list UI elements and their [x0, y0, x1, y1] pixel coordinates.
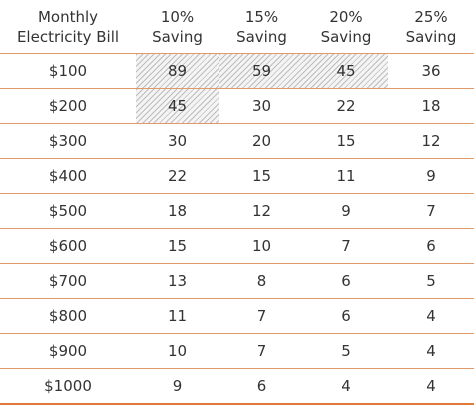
value-cell: 22 — [136, 158, 219, 194]
header-saving-25: 25% Saving — [388, 0, 474, 54]
value-cell: 13 — [136, 263, 219, 299]
table-row: $700 13 8 6 5 — [0, 263, 474, 299]
value-cell: 18 — [136, 193, 219, 229]
value-cell: 30 — [219, 88, 304, 124]
header-line: 10% — [160, 7, 195, 26]
header-line: 25% — [414, 7, 448, 26]
value-cell: 15 — [219, 158, 304, 194]
value-cell: 22 — [304, 88, 388, 124]
table-row: $100 89 59 45 36 — [0, 53, 474, 89]
value-cell: 6 — [304, 263, 388, 299]
header-line: Saving — [152, 27, 203, 46]
value-cell: 18 — [388, 88, 474, 124]
bill-cell: $500 — [0, 193, 136, 229]
table-row: $1000 9 6 4 4 — [0, 368, 474, 405]
value-cell: 45 — [304, 53, 388, 89]
bill-cell: $400 — [0, 158, 136, 194]
header-saving-15: 15% Saving — [219, 0, 304, 54]
bill-cell: $600 — [0, 228, 136, 264]
value-cell: 10 — [219, 228, 304, 264]
header-line: Electricity Bill — [16, 27, 120, 46]
value-cell: 11 — [304, 158, 388, 194]
bill-cell: $100 — [0, 53, 136, 89]
value-cell: 12 — [219, 193, 304, 229]
header-line: Saving — [320, 27, 372, 46]
header-monthly-bill: Monthly Electricity Bill — [0, 0, 136, 54]
value-cell: 9 — [304, 193, 388, 229]
value-cell: 9 — [136, 368, 219, 405]
value-cell: 8 — [219, 263, 304, 299]
bill-cell: $800 — [0, 298, 136, 334]
table-row: $900 10 7 5 4 — [0, 333, 474, 369]
bill-cell: $700 — [0, 263, 136, 299]
value-cell: 9 — [388, 158, 474, 194]
header-line: Monthly — [37, 7, 99, 26]
value-cell: 20 — [219, 123, 304, 159]
value-cell: 4 — [388, 298, 474, 334]
table-row: $500 18 12 9 7 — [0, 193, 474, 229]
value-cell: 15 — [304, 123, 388, 159]
value-cell: 59 — [219, 53, 304, 89]
table-row: $300 30 20 15 12 — [0, 123, 474, 159]
value-cell: 7 — [388, 193, 474, 229]
value-cell: 7 — [304, 228, 388, 264]
header-line: Saving — [405, 27, 457, 46]
value-cell: 5 — [388, 263, 474, 299]
value-cell: 7 — [219, 298, 304, 334]
table-row: $600 15 10 7 6 — [0, 228, 474, 264]
table-row: $400 22 15 11 9 — [0, 158, 474, 194]
value-cell: 15 — [136, 228, 219, 264]
value-cell: 12 — [388, 123, 474, 159]
value-cell: 4 — [388, 368, 474, 405]
value-cell: 10 — [136, 333, 219, 369]
table-body: $100 89 59 45 36 $200 45 30 22 18 $300 30 20 15 12 $400… — [0, 53, 474, 405]
header-row: Monthly Electricity Bill 10% Saving 15% Sav… — [0, 0, 474, 54]
value-cell: 6 — [304, 298, 388, 334]
value-cell: 4 — [388, 333, 474, 369]
value-cell: 89 — [136, 53, 219, 89]
header-line: 15% — [244, 7, 279, 26]
value-cell: 4 — [304, 368, 388, 405]
value-cell: 5 — [304, 333, 388, 369]
header-line: Saving — [236, 27, 287, 46]
value-cell: 11 — [136, 298, 219, 334]
bill-cell: $1000 — [0, 368, 136, 405]
value-cell: 7 — [219, 333, 304, 369]
header-line: 20% — [329, 7, 363, 26]
header-saving-10: 10% Saving — [136, 0, 219, 54]
value-cell: 6 — [388, 228, 474, 264]
bill-cell: $200 — [0, 88, 136, 124]
bill-cell: $900 — [0, 333, 136, 369]
bill-cell: $300 — [0, 123, 136, 159]
value-cell: 30 — [136, 123, 219, 159]
value-cell: 36 — [388, 53, 474, 89]
table-row: $800 11 7 6 4 — [0, 298, 474, 334]
value-cell: 6 — [219, 368, 304, 405]
value-cell: 45 — [136, 88, 219, 124]
table-row: $200 45 30 22 18 — [0, 88, 474, 124]
header-saving-20: 20% Saving — [304, 0, 388, 54]
